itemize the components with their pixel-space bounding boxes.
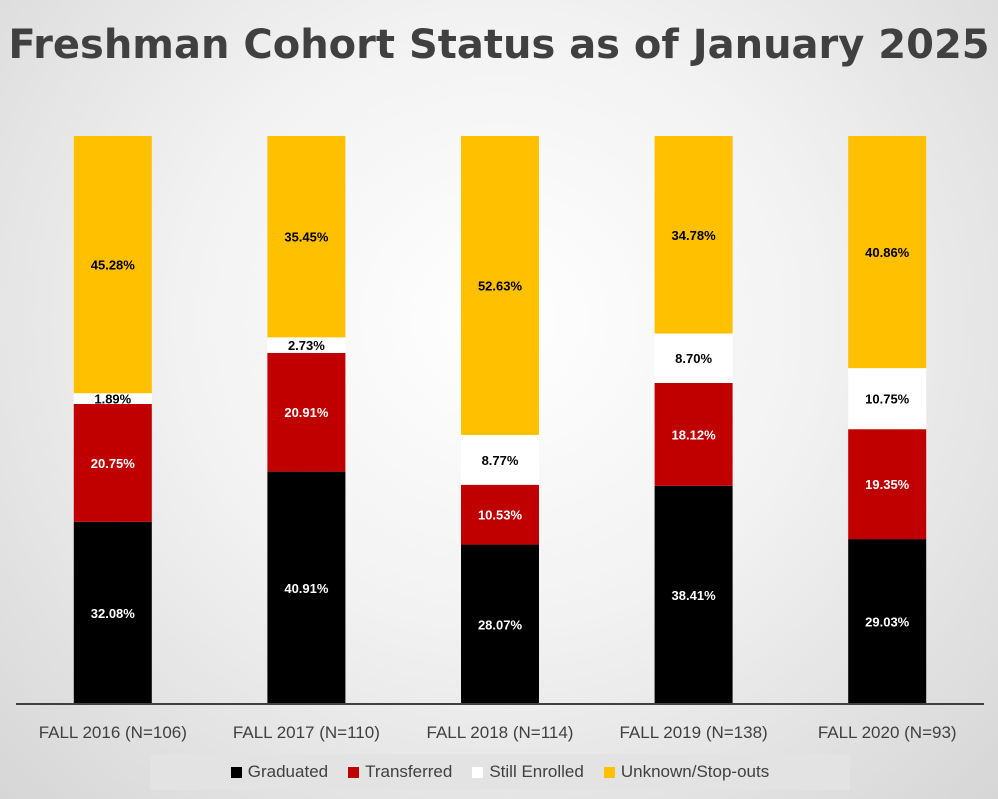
- bar-still-enrolled-0: [73, 393, 152, 404]
- bar-graduated-3: [654, 485, 733, 704]
- legend-label: Graduated: [247, 762, 329, 781]
- data-label: 38.41%: [672, 588, 717, 603]
- bar-unknown-stop-outs-1: [267, 136, 346, 338]
- legend-item: Still Enrolled: [472, 762, 584, 782]
- bar-unknown-stop-outs-0: [73, 136, 152, 394]
- data-label: 8.77%: [482, 453, 519, 468]
- bar-still-enrolled-2: [461, 434, 539, 485]
- legend-swatch: [230, 766, 242, 778]
- bar-graduated-0: [73, 521, 152, 704]
- legend-item: Transferred: [348, 762, 452, 782]
- x-tick-label: FALL 2018 (N=114): [427, 723, 574, 742]
- legend-label: Unknown/Stop-outs: [620, 762, 770, 781]
- x-tick-label: FALL 2017 (N=110): [233, 723, 380, 742]
- data-label: 40.91%: [284, 581, 329, 596]
- legend-item: Graduated: [230, 762, 329, 782]
- data-label: 45.28%: [91, 258, 136, 273]
- data-label: 52.63%: [478, 278, 523, 293]
- bar-graduated-2: [461, 544, 539, 704]
- x-tick-label: FALL 2019 (N=138): [619, 723, 767, 742]
- bar-unknown-stop-outs-2: [461, 136, 539, 435]
- bar-transferred-4: [848, 429, 927, 540]
- bar-unknown-stop-outs-4: [848, 136, 927, 369]
- legend-label: Transferred: [365, 762, 453, 781]
- data-label: 2.73%: [288, 338, 325, 353]
- legend-label: Still Enrolled: [489, 762, 584, 781]
- data-label: 32.08%: [91, 606, 136, 621]
- legend-item: Unknown/Stop-outs: [603, 762, 770, 782]
- x-tick-label: FALL 2016 (N=106): [39, 723, 187, 742]
- chart-title: Freshman Cohort Status as of January 202…: [8, 22, 990, 68]
- data-label: 19.35%: [865, 477, 910, 492]
- data-label: 1.89%: [94, 392, 131, 407]
- bar-transferred-2: [461, 484, 539, 545]
- data-label: 18.12%: [672, 427, 717, 442]
- legend-swatch: [472, 766, 484, 778]
- bar-still-enrolled-4: [848, 368, 927, 430]
- data-label: 34.78%: [672, 228, 717, 243]
- data-label: 10.75%: [865, 392, 910, 407]
- bar-still-enrolled-1: [267, 337, 346, 353]
- data-label: 8.70%: [675, 351, 712, 366]
- bar-still-enrolled-3: [654, 333, 733, 383]
- bar-transferred-0: [73, 403, 152, 522]
- legend: Graduated Transferred Still Enrolled Unknow…: [150, 754, 850, 790]
- bar-unknown-stop-outs-3: [654, 136, 733, 334]
- x-tick-label: FALL 2020 (N=93): [818, 723, 957, 742]
- data-label: 35.45%: [284, 230, 329, 245]
- data-label: 29.03%: [865, 615, 910, 630]
- legend-swatch: [603, 766, 615, 778]
- data-label: 20.75%: [91, 456, 136, 471]
- bar-graduated-4: [848, 539, 927, 704]
- bar-transferred-1: [267, 352, 346, 472]
- data-label: 28.07%: [478, 617, 523, 632]
- legend-swatch: [348, 766, 360, 778]
- bar-transferred-3: [654, 382, 733, 486]
- data-label: 20.91%: [284, 405, 329, 420]
- data-label: 40.86%: [865, 245, 910, 260]
- data-label: 10.53%: [478, 508, 523, 523]
- bar-graduated-1: [267, 471, 346, 704]
